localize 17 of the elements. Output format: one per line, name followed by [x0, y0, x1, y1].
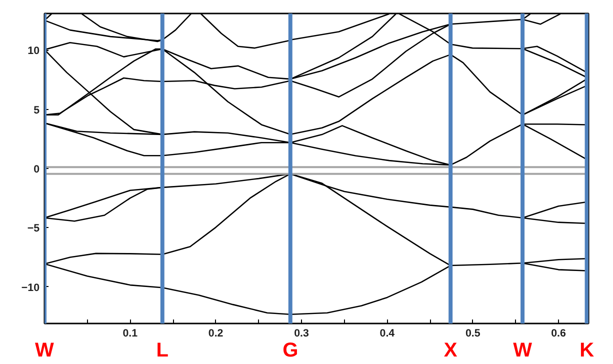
y-tick-label: −5: [27, 222, 40, 235]
y-tick-label: 0: [34, 164, 40, 176]
ref-line-label: L: [156, 340, 168, 362]
x-tick-label: 0.4: [380, 328, 395, 340]
ref-line-label: K: [580, 340, 595, 362]
ref-line-label: G: [282, 340, 298, 362]
x-tick-label: 0.2: [208, 328, 224, 340]
y-tick-label: 10: [28, 45, 40, 58]
y-tick-label: 5: [34, 104, 40, 116]
ref-line-label: W: [513, 340, 532, 362]
x-tick-label: 0.5: [465, 328, 480, 340]
ref-line-label: W: [35, 340, 54, 362]
x-tick-label: 0.1: [122, 328, 138, 340]
x-tick-label: 0.6: [551, 328, 566, 340]
y-tick-label: −10: [21, 282, 40, 294]
x-tick-label: 0.3: [294, 328, 309, 340]
ref-line-label: X: [444, 340, 458, 362]
